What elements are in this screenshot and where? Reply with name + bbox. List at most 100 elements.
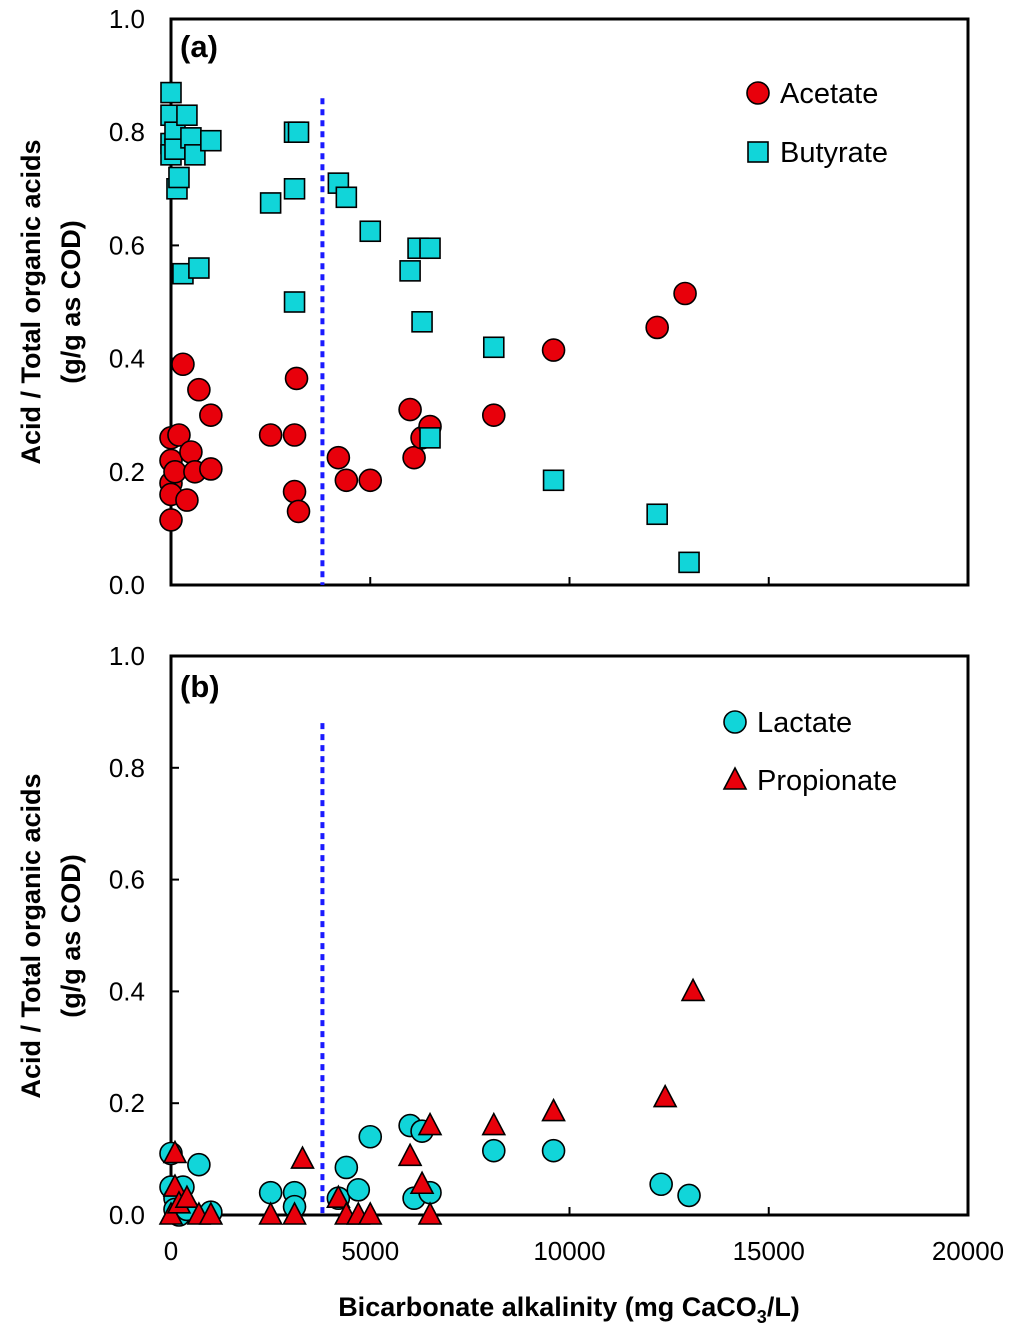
x-axis-title-main: Bicarbonate alkalinity (mg CaCO <box>338 1292 757 1322</box>
butyrate-point <box>482 336 505 359</box>
propionate-point <box>481 1111 507 1136</box>
acetate-point <box>541 338 566 362</box>
acetate-point <box>398 397 422 422</box>
y-tick-label: 0.2 <box>109 457 145 487</box>
propionate-point <box>326 1184 351 1209</box>
y-tick-label: 0.2 <box>109 1088 145 1118</box>
butyrate-point <box>259 192 282 214</box>
butyrate-point <box>200 129 222 152</box>
butyrate-point <box>678 551 700 574</box>
y-tick-label: 1.0 <box>109 641 145 671</box>
lactate-point <box>258 1180 283 1205</box>
propionate-point <box>198 1201 224 1225</box>
propionate-point <box>162 1139 188 1164</box>
acetate-point <box>258 423 283 447</box>
butyrate-point <box>160 81 182 104</box>
y-axis-title-line2: (g/g as COD) <box>56 854 86 1018</box>
propionate-point <box>162 1173 188 1197</box>
y-tick-label: 0.4 <box>109 344 145 374</box>
legend-marker-acetate <box>746 81 770 105</box>
y-tick-label: 0.0 <box>109 570 145 600</box>
butyrate-point <box>168 166 190 189</box>
acetate-point <box>402 445 426 470</box>
propionate-point <box>258 1201 283 1225</box>
y-axis-ticks: 0.0 0.2 0.4 0.6 0.8 1.0 <box>109 641 179 1230</box>
legend-marker-propionate <box>722 766 748 790</box>
acetate-point <box>199 403 223 428</box>
acetate-point <box>645 315 669 340</box>
x-tick-label: 0 <box>164 1236 178 1266</box>
butyrate-point <box>542 469 565 492</box>
acetate-point <box>284 366 309 391</box>
acetate-point <box>163 459 187 484</box>
acetate-point <box>179 440 203 464</box>
propionate-point <box>357 1201 383 1225</box>
butyrate-point <box>184 144 206 166</box>
propionate-point <box>174 1184 200 1209</box>
y-axis-title-line1: Acid / Total organic acids <box>16 139 46 464</box>
y-axis-ticks: 0.0 0.2 0.4 0.6 0.8 1.0 <box>109 4 179 600</box>
lactate-point <box>481 1138 506 1163</box>
acetate-point <box>334 468 359 493</box>
y-axis-title-line2: (g/g as COD) <box>56 220 86 384</box>
propionate-point <box>652 1083 678 1108</box>
y-tick-label: 0.8 <box>109 117 145 147</box>
x-tick-label: 15000 <box>733 1236 805 1266</box>
acetate-point <box>199 457 223 481</box>
y-axis-title-line1: Acid / Total organic acids <box>16 773 46 1098</box>
propionate-point <box>680 977 706 1002</box>
acetate-point <box>286 499 311 524</box>
x-axis-title-tail: /L) <box>767 1292 800 1322</box>
y-tick-label: 0.0 <box>109 1200 145 1230</box>
panel-a: 0.0 0.2 0.4 0.6 0.8 1.0 (a) Acetate Butyrate A… <box>16 4 970 600</box>
butyrate-point <box>188 257 210 279</box>
butyrate-point <box>411 311 433 333</box>
acetate-point <box>175 488 199 512</box>
propionate-point <box>417 1201 443 1225</box>
acetate-point <box>167 423 191 447</box>
propionate-point <box>409 1170 435 1195</box>
butyrate-point <box>283 291 306 313</box>
propionate-point <box>541 1097 566 1122</box>
legend: Lactate Propionate <box>722 707 897 797</box>
butyrate-point <box>287 121 310 143</box>
legend-label-propionate: Propionate <box>757 765 897 797</box>
panel-b: 0.00.20.40.60.81.0 0 5000 10000 15000 20000 … <box>16 641 1004 1327</box>
lactate-point <box>334 1155 359 1180</box>
x-axis-ticks: 0 5000 10000 15000 20000 <box>164 1207 1004 1266</box>
acetate-point <box>282 423 307 447</box>
butyrate-point <box>283 178 306 200</box>
legend-marker-butyrate <box>747 141 769 163</box>
lactate-point <box>358 1124 383 1149</box>
legend-label-butyrate: Butyrate <box>780 137 888 169</box>
butyrate-point <box>335 186 358 209</box>
panel-label: (a) <box>180 29 218 64</box>
propionate-point <box>417 1111 443 1136</box>
acetate-point <box>358 468 383 493</box>
data-points <box>159 81 700 574</box>
butyrate-point <box>646 503 668 526</box>
y-tick-label: 1.0 <box>109 4 145 34</box>
x-tick-label: 10000 <box>533 1236 605 1266</box>
butyrate-point <box>399 260 421 282</box>
x-axis-title: Bicarbonate alkalinity (mg CaCO3/L) <box>338 1292 800 1327</box>
butyrate-point <box>419 427 441 449</box>
acetate-point <box>326 445 351 470</box>
legend-marker-lactate <box>723 710 747 734</box>
x-tick-label: 5000 <box>341 1236 399 1266</box>
plot-area-frame <box>169 654 970 1217</box>
lactate-point <box>346 1178 371 1202</box>
acetate-point <box>481 403 506 428</box>
acetate-point <box>159 508 183 532</box>
panel-label: (b) <box>180 669 220 704</box>
legend-label-lactate: Lactate <box>757 707 852 739</box>
x-axis-title-subscript: 3 <box>757 1307 767 1327</box>
propionate-point <box>290 1145 315 1169</box>
acetate-point <box>171 352 195 377</box>
butyrate-point <box>176 104 198 127</box>
y-tick-label: 0.8 <box>109 753 145 783</box>
acetate-point <box>187 377 211 402</box>
y-tick-label: 0.6 <box>109 865 145 895</box>
legend: Acetate Butyrate <box>746 78 888 169</box>
